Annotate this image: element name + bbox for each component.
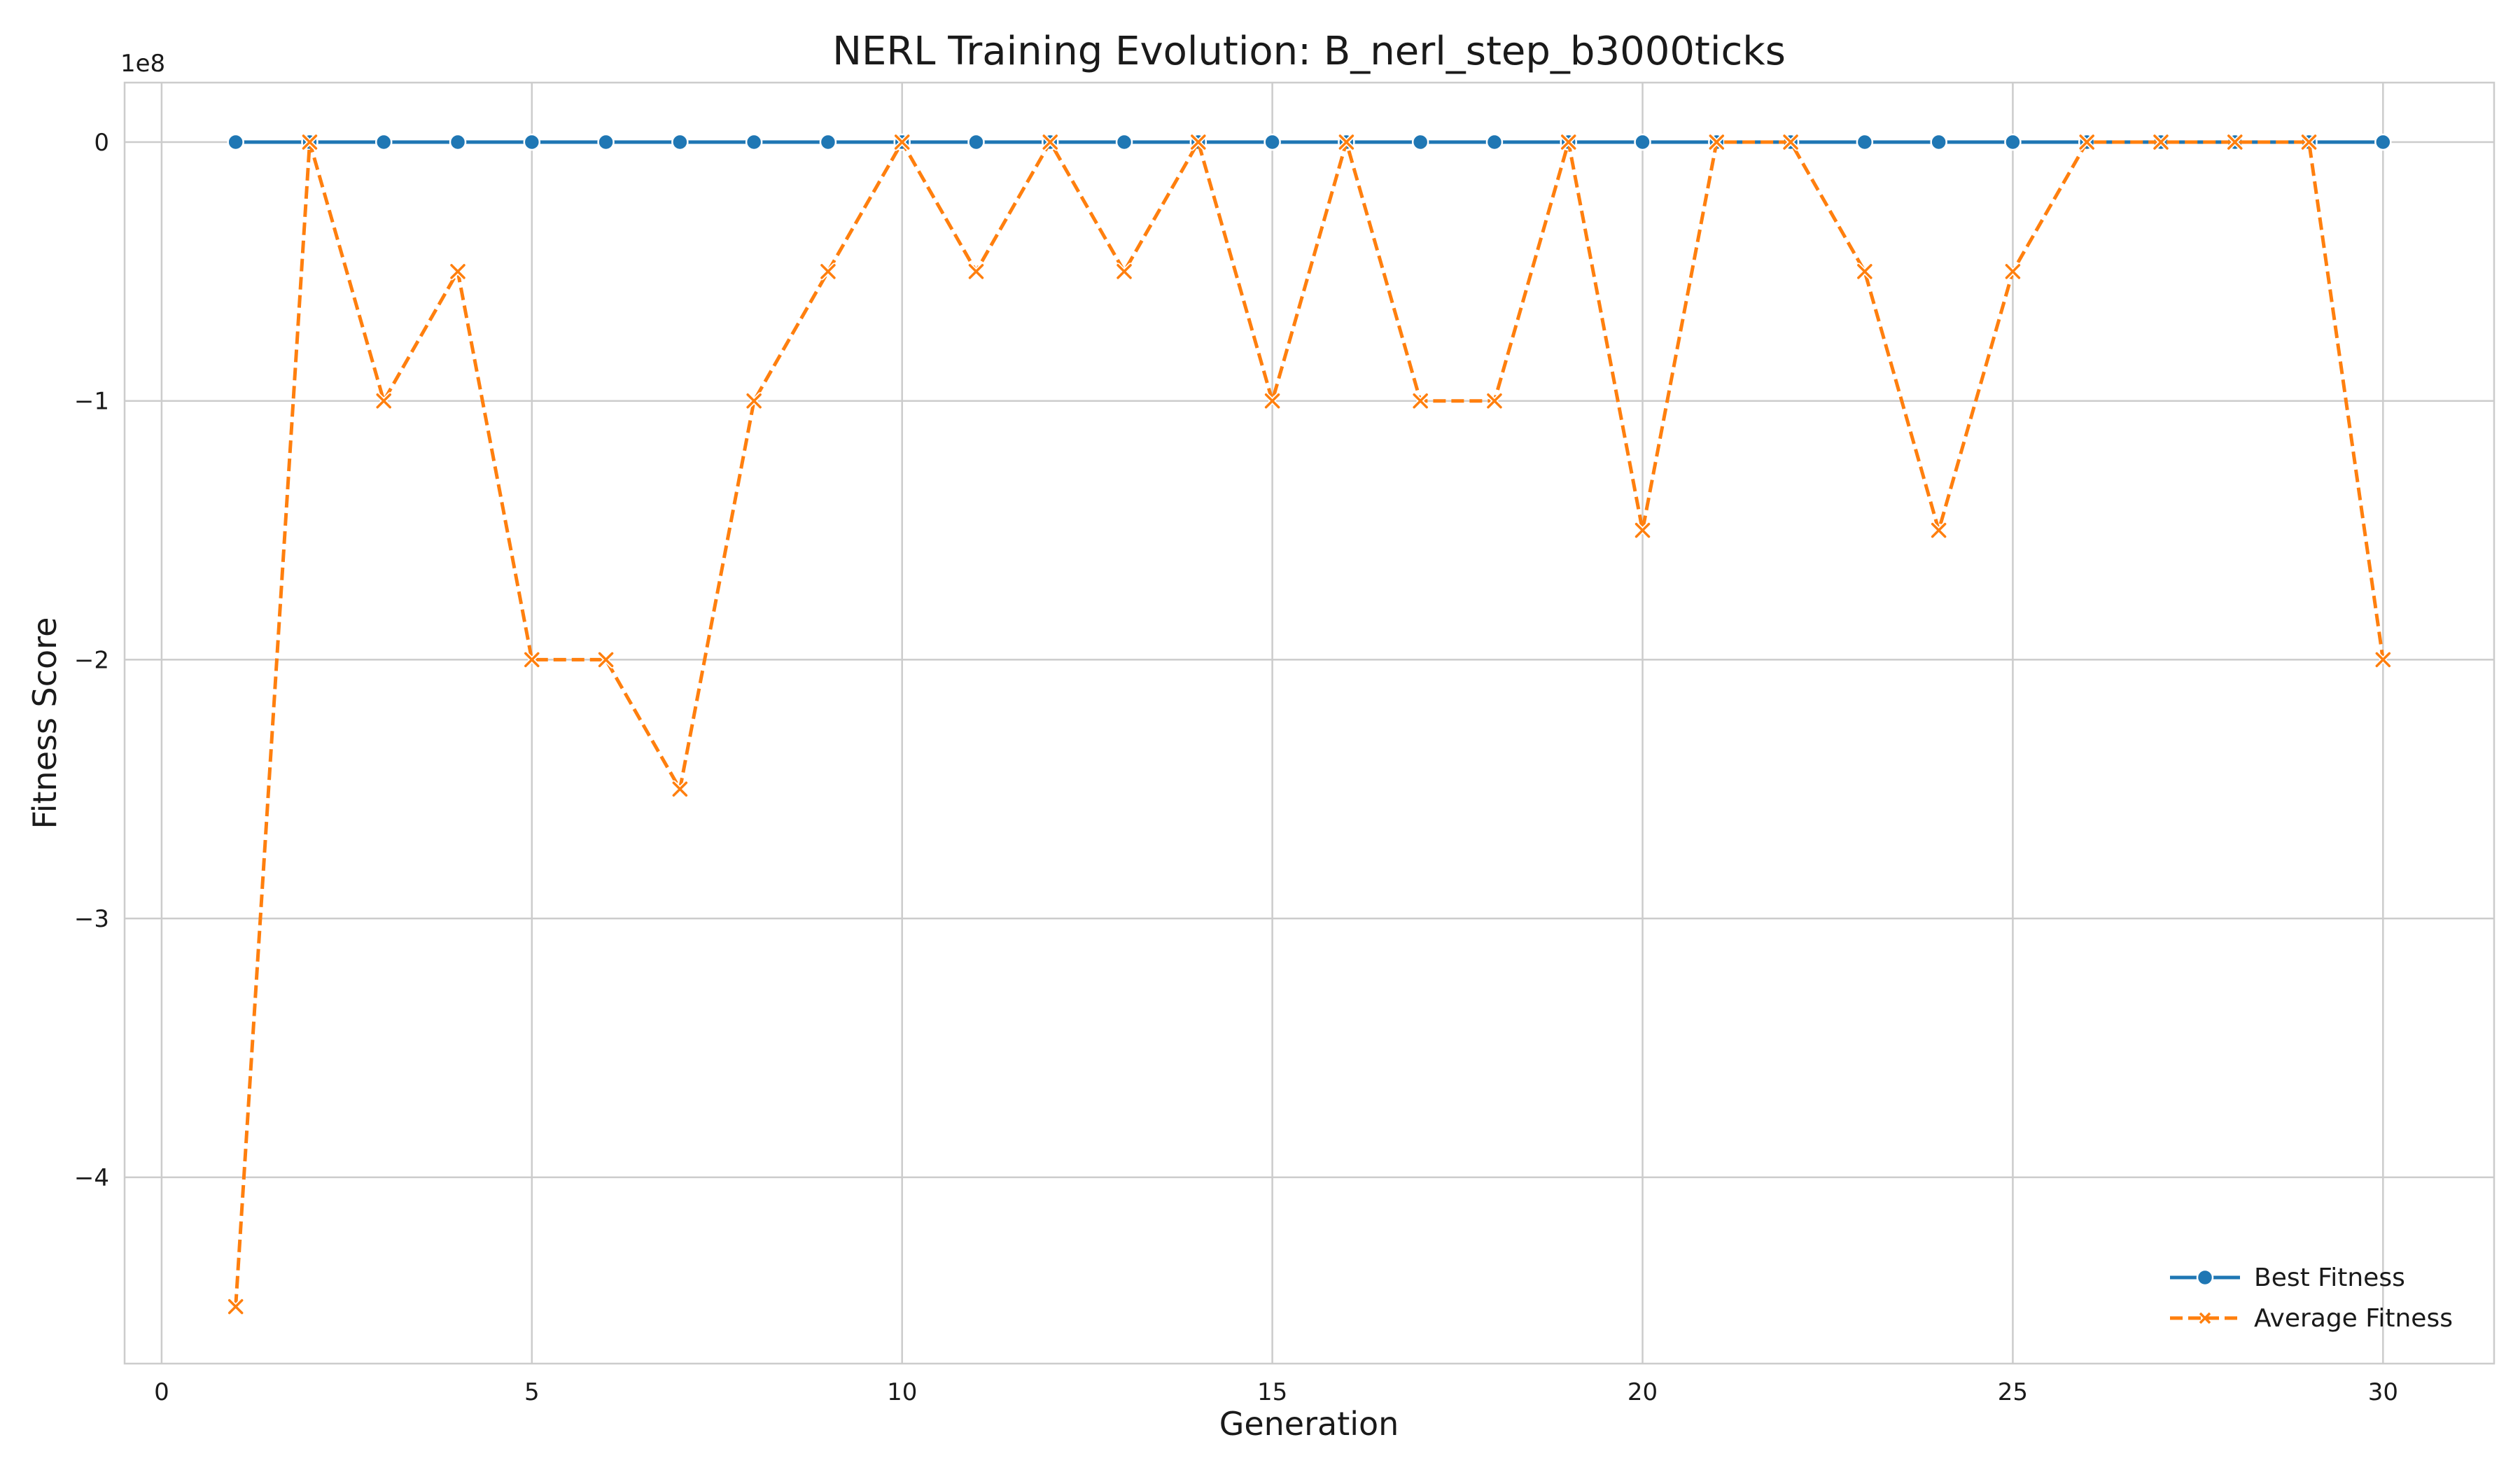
average-fitness-point bbox=[672, 781, 688, 797]
average-fitness-point bbox=[302, 134, 318, 150]
average-fitness-point bbox=[1857, 264, 1872, 279]
x-tick-label: 0 bbox=[154, 1378, 169, 1406]
average-fitness-point bbox=[1264, 393, 1280, 409]
average-fitness-point bbox=[1931, 522, 1947, 538]
x-tick-label: 30 bbox=[2368, 1378, 2398, 1406]
legend-label: Best Fitness bbox=[2254, 1264, 2405, 1292]
best-fitness-point bbox=[597, 133, 615, 151]
series-layer bbox=[227, 133, 2392, 1316]
average-fitness-point bbox=[1413, 393, 1428, 409]
average-fitness-point bbox=[1487, 393, 1502, 409]
x-tick-label: 5 bbox=[524, 1378, 540, 1406]
legend-item-average: Average Fitness bbox=[2170, 1304, 2453, 1333]
best-fitness-point bbox=[671, 133, 689, 151]
best-fitness-point bbox=[819, 133, 837, 151]
average-fitness-series bbox=[227, 133, 2392, 1316]
y-tick-label: −3 bbox=[74, 905, 109, 933]
x-tick-label: 20 bbox=[1628, 1378, 1658, 1406]
average-fitness-point bbox=[1634, 522, 1651, 538]
plot-frame bbox=[123, 81, 2496, 1365]
x-axis-label: Generation bbox=[1219, 1405, 1399, 1443]
average-fitness-point bbox=[2079, 134, 2094, 150]
best-fitness-point bbox=[1485, 133, 1504, 151]
average-fitness-point bbox=[1709, 134, 1725, 150]
average-fitness-line bbox=[234, 140, 2385, 1307]
best-fitness-point bbox=[2004, 133, 2022, 151]
best-fitness-point bbox=[1856, 133, 1874, 151]
x-tick-label: 15 bbox=[1257, 1378, 1287, 1406]
best-fitness-point bbox=[1634, 133, 1651, 151]
legend-marker bbox=[2199, 1312, 2211, 1324]
best-fitness-point bbox=[374, 133, 393, 151]
legend: Best Fitness Average Fitness bbox=[2170, 1264, 2453, 1333]
best-fitness-point bbox=[745, 133, 763, 151]
best-fitness-point bbox=[523, 133, 541, 151]
average-fitness-point bbox=[376, 393, 391, 409]
best-fitness-point bbox=[1264, 133, 1281, 151]
average-fitness-point bbox=[1191, 134, 1206, 150]
average-fitness-point bbox=[1116, 264, 1132, 279]
best-fitness-point bbox=[967, 133, 985, 151]
best-fitness-point bbox=[449, 133, 467, 151]
average-fitness-point bbox=[1338, 134, 1354, 150]
best-fitness-series bbox=[227, 133, 2392, 151]
legend-item-best: Best Fitness bbox=[2170, 1264, 2405, 1292]
legend-label: Average Fitness bbox=[2254, 1304, 2453, 1333]
y-tick-label: −4 bbox=[74, 1164, 109, 1192]
average-fitness-point bbox=[894, 134, 910, 150]
average-fitness-point bbox=[450, 264, 465, 279]
best-fitness-point bbox=[1930, 133, 1947, 151]
y-tick-label: −1 bbox=[74, 388, 109, 416]
best-fitness-point bbox=[2374, 133, 2392, 151]
average-fitness-point bbox=[598, 652, 614, 668]
y-axis-label: Fitness Score bbox=[26, 617, 64, 830]
y-tick-label: −2 bbox=[74, 646, 109, 674]
average-fitness-point bbox=[2227, 134, 2243, 150]
tick-layer: 0 5 10 15 20 25 30 0 −1 −2 −3 −4 bbox=[74, 129, 2398, 1406]
y-offset-label: 1e8 bbox=[120, 50, 165, 78]
legend-marker bbox=[2196, 1268, 2214, 1287]
chart-title: NERL Training Evolution: B_nerl_step_b30… bbox=[832, 29, 1786, 74]
average-fitness-point bbox=[524, 652, 540, 668]
y-tick-label: 0 bbox=[94, 129, 109, 157]
average-fitness-point bbox=[746, 393, 762, 409]
grid-layer bbox=[125, 83, 2494, 1364]
average-fitness-point bbox=[820, 264, 836, 279]
average-fitness-point bbox=[968, 264, 984, 279]
best-fitness-point bbox=[1115, 133, 1133, 151]
x-tick-label: 10 bbox=[887, 1378, 917, 1406]
average-fitness-point bbox=[227, 1298, 244, 1315]
best-fitness-point bbox=[227, 133, 244, 151]
average-fitness-point bbox=[1560, 134, 1576, 150]
average-fitness-point bbox=[2153, 134, 2169, 150]
average-fitness-point bbox=[1042, 134, 1058, 150]
average-fitness-point bbox=[2301, 134, 2317, 150]
x-tick-label: 25 bbox=[1998, 1378, 2028, 1406]
best-fitness-point bbox=[1411, 133, 1429, 151]
average-fitness-point bbox=[2005, 264, 2021, 279]
average-fitness-point bbox=[1783, 134, 1798, 150]
average-fitness-point bbox=[2375, 652, 2391, 668]
